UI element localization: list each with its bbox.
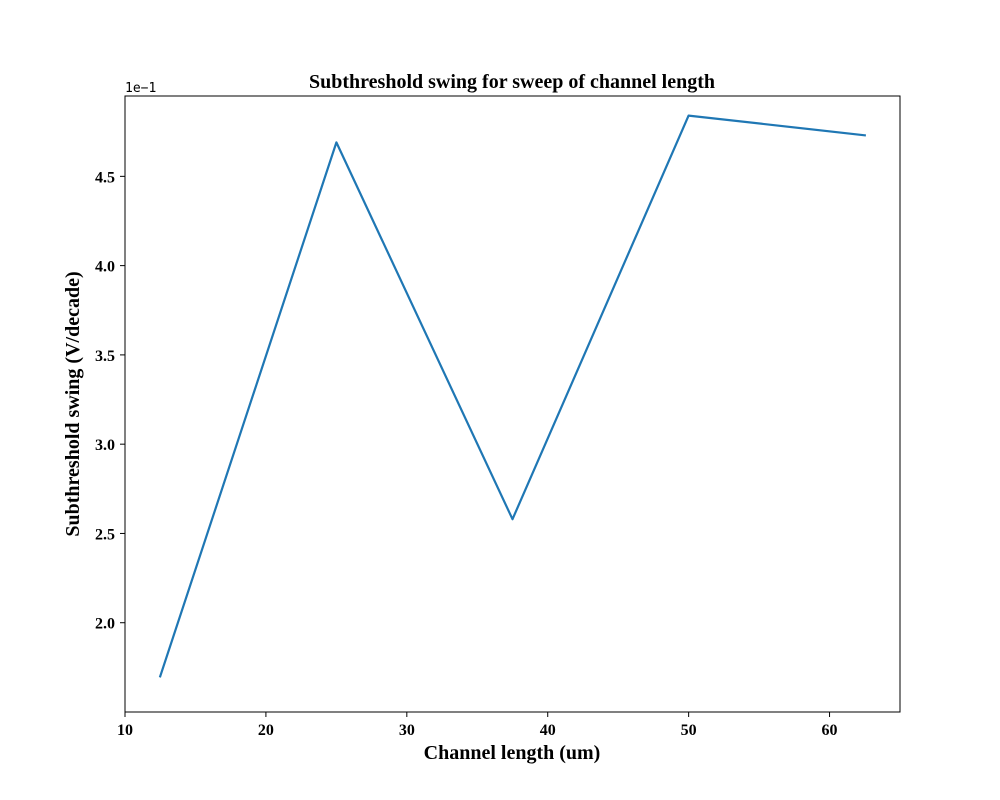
y-axis-label: Subthreshold swing (V/decade) xyxy=(62,271,84,536)
chart-title: Subthreshold swing for sweep of channel … xyxy=(309,71,715,93)
x-tick-label: 30 xyxy=(399,722,415,739)
x-tick-label: 10 xyxy=(117,722,133,739)
x-tick-label: 50 xyxy=(681,722,697,739)
x-tick-label: 60 xyxy=(822,722,838,739)
y-tick-label: 2.5 xyxy=(95,526,115,543)
y-tick-label: 4.5 xyxy=(95,169,115,186)
series-layer xyxy=(158,114,867,678)
x-tick-label: 20 xyxy=(258,722,274,739)
y-tick-label: 3.5 xyxy=(95,348,115,365)
y-tick-label: 3.0 xyxy=(95,437,115,454)
x-tick-label: 40 xyxy=(540,722,556,739)
y-tick-label: 2.0 xyxy=(95,616,115,633)
y-tick-label: 4.0 xyxy=(95,259,115,276)
x-axis: 10 20 30 40 50 60 xyxy=(117,712,838,739)
plot-frame xyxy=(124,95,901,713)
y-axis: 2.0 2.5 3.0 3.5 4.0 4.5 xyxy=(95,169,125,633)
series-line xyxy=(158,114,867,678)
x-axis-label: Channel length (um) xyxy=(424,742,601,764)
y-offset-label: 1e−1 xyxy=(125,81,156,96)
